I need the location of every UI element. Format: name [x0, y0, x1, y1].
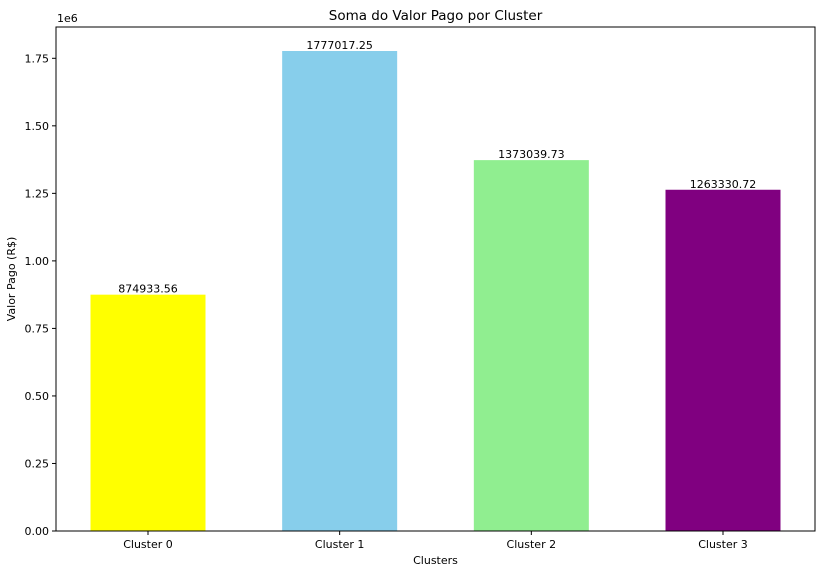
x-tick-label: Cluster 3	[698, 538, 748, 551]
data-label: 1777017.25	[306, 39, 372, 52]
y-tick-label: 1.25	[25, 187, 50, 200]
bar-cluster-2	[473, 160, 589, 531]
y-tick-label: 0.00	[25, 525, 50, 538]
data-labels: 874933.56 1777017.25 1373039.73 1263330.72	[118, 39, 756, 296]
x-axis-label: Clusters	[413, 554, 458, 567]
y-tick-label: 0.75	[25, 322, 50, 335]
y-tick-label: 1.75	[25, 52, 50, 65]
chart-title: Soma do Valor Pago por Cluster	[329, 8, 543, 24]
bar-cluster-1	[282, 50, 398, 531]
y-axis-offset-label: 1e6	[57, 12, 78, 25]
bar-cluster-3	[665, 189, 781, 532]
data-label: 874933.56	[118, 283, 178, 296]
x-tick-label: Cluster 1	[315, 538, 365, 551]
bars	[90, 50, 781, 532]
plot-frame	[55, 26, 816, 532]
data-label: 1263330.72	[690, 178, 756, 191]
y-tick-label: 0.50	[25, 390, 50, 403]
x-axis: Cluster 0 Cluster 1 Cluster 2 Cluster 3	[123, 531, 748, 551]
bar-cluster-0	[90, 294, 206, 531]
y-axis-label: Valor Pago (R$)	[5, 237, 18, 322]
data-label: 1373039.73	[498, 148, 564, 161]
x-tick-label: Cluster 0	[123, 538, 173, 551]
y-axis: 0.00 0.25 0.50 0.75 1.00 1.25 1.50 1.75	[25, 52, 56, 538]
y-tick-label: 1.50	[25, 120, 50, 133]
y-tick-label: 0.25	[25, 457, 50, 470]
y-tick-label: 1.00	[25, 255, 50, 268]
x-tick-label: Cluster 2	[507, 538, 557, 551]
